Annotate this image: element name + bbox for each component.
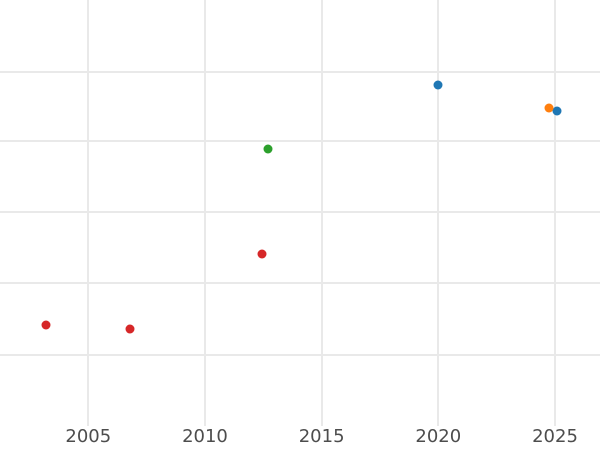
vertical-gridline <box>87 0 90 426</box>
horizontal-gridline <box>0 353 600 356</box>
vertical-gridline <box>554 0 556 426</box>
horizontal-gridline <box>0 70 600 73</box>
scatter-point-green-series <box>263 144 273 154</box>
horizontal-gridline <box>0 282 600 284</box>
scatter-point-orange-series <box>544 103 554 113</box>
x-tick-label: 2020 <box>415 426 462 447</box>
horizontal-gridline <box>0 210 600 213</box>
scatter-point-blue-series <box>433 80 443 90</box>
x-tick-label: 2005 <box>65 426 112 447</box>
x-tick-label: 2015 <box>298 426 345 447</box>
scatter-point-blue-series <box>552 106 562 116</box>
scatter-point-red-series <box>41 320 51 330</box>
x-tick-label: 2025 <box>532 426 578 447</box>
vertical-gridline <box>320 0 323 426</box>
scatter-point-red-series <box>125 324 135 334</box>
vertical-gridline <box>437 0 440 426</box>
scatter-point-red-series <box>257 249 267 259</box>
x-tick-label: 2010 <box>182 426 228 447</box>
vertical-gridline <box>204 0 206 426</box>
horizontal-gridline <box>0 140 600 143</box>
